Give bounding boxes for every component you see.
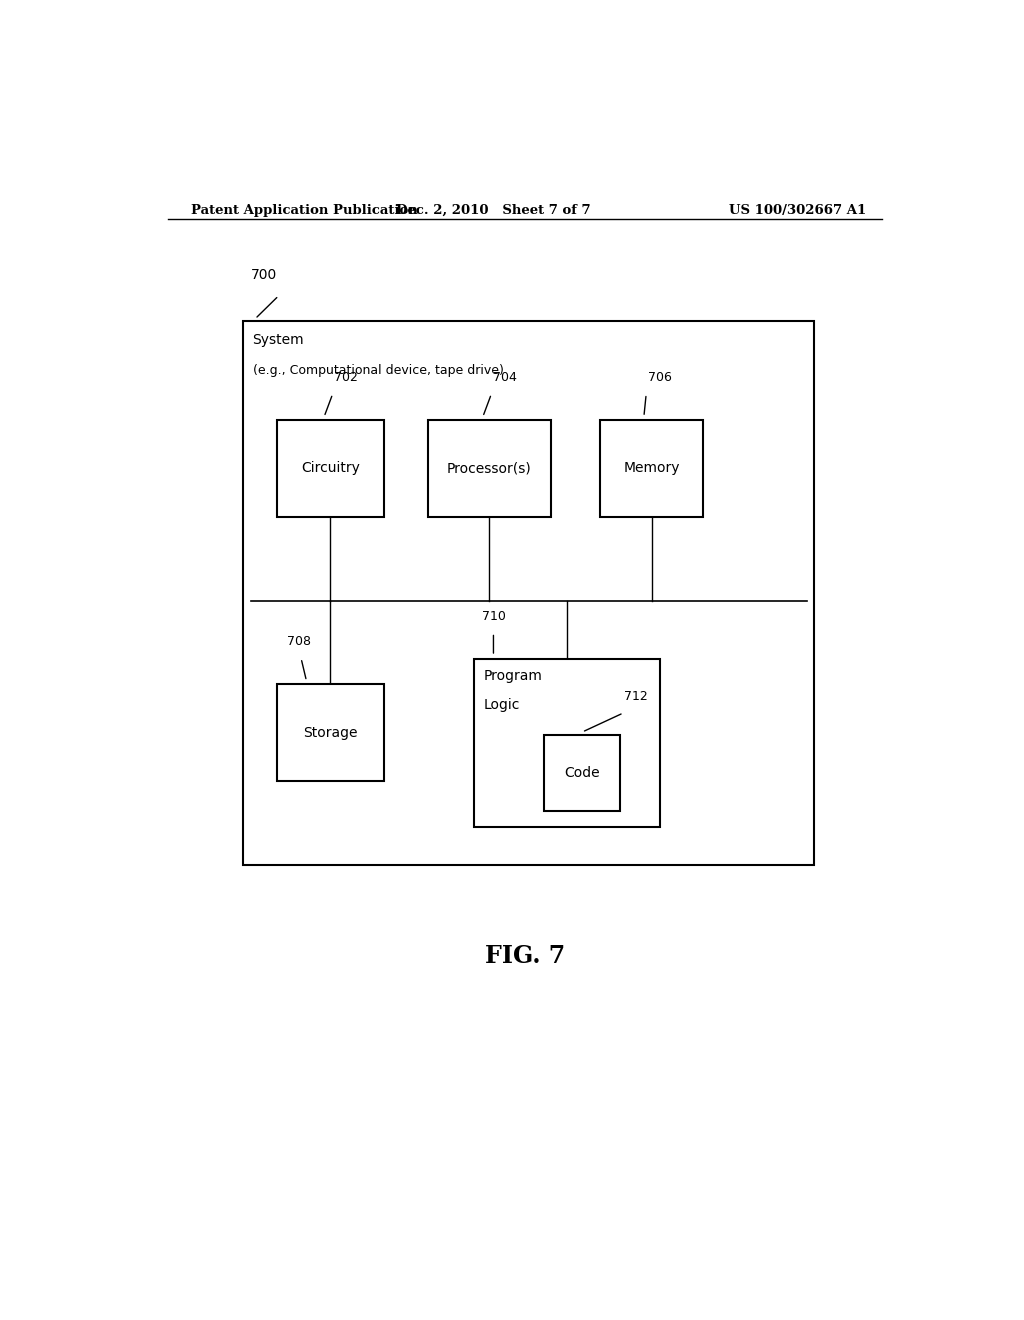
Text: 712: 712: [624, 690, 647, 704]
Text: FIG. 7: FIG. 7: [484, 944, 565, 969]
Bar: [428, 420, 551, 516]
Text: Storage: Storage: [303, 726, 357, 739]
Text: 706: 706: [648, 371, 672, 384]
Text: 710: 710: [481, 610, 506, 623]
Text: System: System: [253, 333, 304, 347]
Bar: [276, 420, 384, 516]
Bar: [276, 684, 384, 781]
Text: Circuitry: Circuitry: [301, 462, 359, 475]
Text: 708: 708: [287, 635, 310, 648]
Bar: [600, 420, 703, 516]
Text: Dec. 2, 2010   Sheet 7 of 7: Dec. 2, 2010 Sheet 7 of 7: [395, 205, 591, 218]
Text: Patent Application Publication: Patent Application Publication: [191, 205, 418, 218]
Text: 702: 702: [334, 371, 358, 384]
Text: Memory: Memory: [624, 462, 680, 475]
Text: Code: Code: [564, 767, 600, 780]
Bar: [474, 659, 660, 826]
Text: (e.g., Computational device, tape drive): (e.g., Computational device, tape drive): [253, 364, 504, 376]
Bar: [544, 735, 620, 812]
Text: US 100/302667 A1: US 100/302667 A1: [729, 205, 866, 218]
Text: Logic: Logic: [483, 697, 519, 711]
Text: 704: 704: [494, 371, 517, 384]
Bar: [243, 321, 814, 865]
Text: Program: Program: [483, 669, 542, 684]
Text: 700: 700: [251, 268, 278, 282]
Text: Processor(s): Processor(s): [446, 462, 531, 475]
